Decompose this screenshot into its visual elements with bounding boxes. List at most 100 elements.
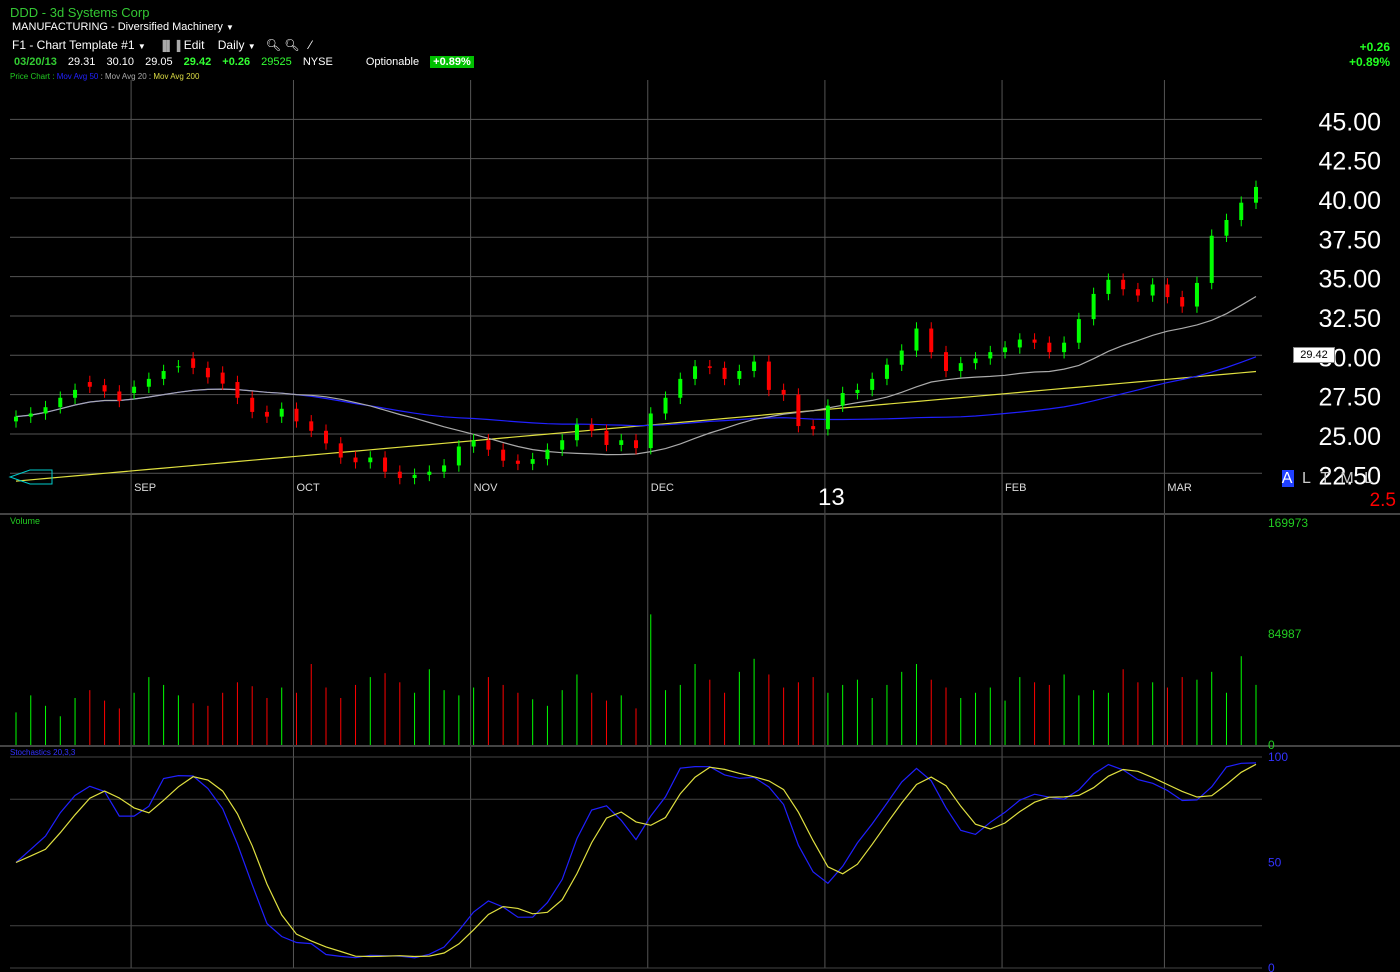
- candle-body: [825, 405, 830, 430]
- candle-body: [1180, 297, 1185, 307]
- candle-body: [707, 366, 712, 368]
- quote-row: 03/20/13 29.31 30.10 29.05 29.42 +0.26 2…: [14, 56, 482, 68]
- candle-body: [250, 397, 255, 412]
- candle-body: [412, 474, 417, 478]
- month-tick-label: SEP: [134, 482, 156, 494]
- volume-label: Volume: [10, 516, 41, 526]
- candle-body: [1032, 339, 1037, 343]
- candle-body: [1165, 284, 1170, 298]
- volume-tick-label: 169973: [1268, 516, 1308, 530]
- stochastics-d-line: [15, 763, 1257, 958]
- quote-volume: 29525: [261, 56, 292, 68]
- price-tick-label: 37.50: [1318, 226, 1381, 254]
- chevron-down-icon: ▼: [247, 42, 256, 51]
- price-tick-label: 25.00: [1318, 423, 1381, 451]
- candle-body: [324, 430, 328, 444]
- candle-body: [205, 367, 210, 378]
- candle-body: [737, 371, 742, 379]
- stochastics-k-line: [15, 762, 1257, 959]
- candle-body: [766, 361, 771, 390]
- candle-body: [752, 361, 757, 372]
- candle-body: [1091, 293, 1096, 320]
- candle-body: [1239, 202, 1244, 221]
- chevron-down-icon: ▼: [225, 23, 234, 32]
- period-dropdown[interactable]: Daily ▼: [218, 38, 256, 52]
- quote-exchange: NYSE: [302, 56, 333, 68]
- candle-body: [1106, 279, 1111, 294]
- candle-body: [161, 371, 166, 379]
- candle-body: [545, 449, 550, 460]
- candle-body: [973, 358, 978, 364]
- candle-body: [1209, 235, 1214, 283]
- quote-high: 30.10: [106, 56, 135, 68]
- candle-body: [456, 446, 461, 466]
- candle-body: [811, 426, 816, 430]
- candle-body: [294, 408, 299, 422]
- timeframe-a[interactable]: A: [1281, 470, 1295, 487]
- candle-body: [944, 352, 948, 372]
- candle-body: [132, 386, 137, 394]
- volume-tick-label: 84987: [1268, 627, 1302, 641]
- legend-price: Price Chart: [10, 72, 51, 81]
- top-pct: +0.89%: [1348, 55, 1390, 69]
- draw-line-icon[interactable]: ⁄: [309, 38, 312, 52]
- candle-body: [604, 430, 609, 445]
- candle-body: [929, 328, 934, 353]
- candle-body: [427, 471, 432, 475]
- timeframe-ltml[interactable]: L T M L: [1301, 470, 1376, 487]
- candle-body: [574, 424, 579, 441]
- candle-body: [58, 397, 63, 408]
- candle-body: [1194, 282, 1199, 307]
- zoom-in-icon[interactable]: 🔍︎: [265, 38, 281, 52]
- quote-low: 29.05: [145, 56, 173, 68]
- candle-body: [1062, 342, 1067, 353]
- bar-chart-icon: ▐▌▐: [159, 41, 181, 52]
- ma20-line: [15, 295, 1257, 456]
- candle-body: [855, 389, 860, 394]
- zoom-out-icon[interactable]: 🔍︎: [284, 38, 300, 52]
- candle-body: [176, 366, 181, 368]
- candle-body: [914, 328, 919, 351]
- candle-body: [1121, 279, 1126, 290]
- candle-body: [1017, 339, 1022, 348]
- candle-body: [1047, 342, 1052, 353]
- candle-body: [796, 394, 801, 427]
- candle-body: [1076, 319, 1081, 343]
- price-tick-label: 42.50: [1318, 148, 1381, 176]
- price-tick-label: 32.50: [1318, 305, 1381, 333]
- volume-tick-label: 0: [1268, 738, 1275, 752]
- candle-body: [958, 363, 963, 372]
- edit-button[interactable]: ▐▌▐ Edit: [159, 38, 204, 52]
- candle-body: [693, 366, 698, 379]
- quote-date: 03/20/13: [14, 56, 57, 68]
- quote-open: 29.31: [67, 56, 96, 68]
- candle-body: [589, 424, 594, 431]
- candle-body: [442, 465, 447, 472]
- stochastics-label: Stochastics 20,3,3: [10, 748, 76, 757]
- candle-body: [884, 364, 889, 379]
- candle-body: [840, 393, 845, 406]
- candle-body: [338, 443, 343, 458]
- chevron-down-icon: ▼: [137, 42, 146, 51]
- scroll-left-icon: [8, 469, 53, 485]
- edit-label: Edit: [183, 38, 205, 52]
- template-dropdown[interactable]: F1 - Chart Template #1 ▼: [12, 38, 146, 52]
- candle-body: [87, 382, 92, 387]
- candle-body: [1003, 347, 1008, 353]
- candle-body: [899, 350, 904, 365]
- candle-body: [102, 385, 107, 392]
- sector-dropdown[interactable]: MANUFACTURING - Diversified Machinery ▼: [12, 21, 234, 33]
- timeframe-selector[interactable]: A L T M L: [1281, 470, 1376, 488]
- candle-body: [353, 457, 358, 463]
- candle-body: [279, 408, 284, 417]
- candle-body: [383, 457, 388, 472]
- candle-body: [309, 421, 314, 431]
- candle-body: [117, 391, 122, 401]
- candle-body: [146, 378, 151, 387]
- price-tick-label: 35.00: [1318, 266, 1381, 294]
- candle-body: [781, 389, 786, 395]
- candle-body: [648, 413, 653, 449]
- indicator-legend[interactable]: Price Chart : Mov Avg 50 : Mov Avg 20 : …: [10, 72, 200, 81]
- price-tick-label: 40.00: [1318, 187, 1381, 215]
